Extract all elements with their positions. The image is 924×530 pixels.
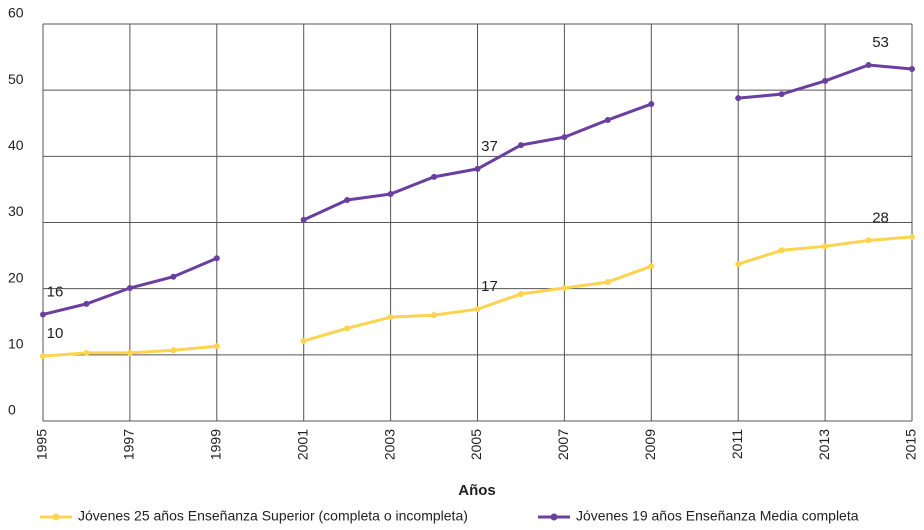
y-tick-label: 20 xyxy=(8,269,24,285)
point xyxy=(474,306,481,313)
point xyxy=(126,349,133,356)
point xyxy=(213,343,220,350)
legend-swatch-dot xyxy=(550,513,558,521)
point xyxy=(865,237,872,244)
legend-label: Jóvenes 19 años Enseñanza Media completa xyxy=(576,508,859,524)
point xyxy=(431,312,438,319)
point xyxy=(213,255,220,262)
x-tick-label: 2011 xyxy=(729,429,745,459)
annotation: 16 xyxy=(47,283,64,300)
point xyxy=(778,91,785,98)
x-tick-label: 2001 xyxy=(294,429,310,460)
point xyxy=(517,142,524,149)
point xyxy=(83,300,90,307)
x-tick-label: 2005 xyxy=(468,429,484,460)
y-tick-label: 10 xyxy=(8,336,24,352)
point xyxy=(83,349,90,356)
point xyxy=(865,62,872,69)
legend-label: Jóvenes 25 años Enseñanza Superior (comp… xyxy=(78,508,468,524)
x-tick-label: 2003 xyxy=(381,429,397,460)
x-tick-label: 2015 xyxy=(903,429,919,460)
point xyxy=(170,273,177,280)
x-tick-label: 1995 xyxy=(34,429,50,460)
point xyxy=(648,263,655,270)
point xyxy=(561,285,568,292)
x-tick-label: 2009 xyxy=(642,429,658,460)
point xyxy=(822,243,829,250)
point xyxy=(735,95,742,102)
point xyxy=(300,216,307,223)
y-tick-label: 30 xyxy=(8,203,24,219)
point xyxy=(604,116,611,123)
annotation: 53 xyxy=(872,34,889,51)
point xyxy=(387,314,394,321)
point xyxy=(648,101,655,108)
x-tick-label: 1999 xyxy=(208,429,224,460)
y-tick-label: 40 xyxy=(8,137,24,153)
x-tick-label: 2013 xyxy=(816,429,832,460)
point xyxy=(170,347,177,354)
annotation: 17 xyxy=(481,278,498,295)
point xyxy=(40,353,46,360)
y-tick-label: 50 xyxy=(8,71,24,87)
y-tick-label: 60 xyxy=(8,5,24,21)
point xyxy=(300,337,307,344)
point xyxy=(387,191,394,198)
point xyxy=(909,65,915,72)
x-tick-label: 2007 xyxy=(555,429,571,460)
point xyxy=(561,134,568,141)
point xyxy=(822,77,829,84)
annotation: 10 xyxy=(47,325,64,342)
point xyxy=(909,234,915,241)
y-tick-label: 0 xyxy=(8,402,16,418)
point xyxy=(604,279,611,286)
point xyxy=(126,285,133,292)
point xyxy=(344,325,351,332)
point xyxy=(778,247,785,254)
annotation: 37 xyxy=(481,138,498,155)
point xyxy=(431,173,438,180)
point xyxy=(517,290,524,297)
legend-swatch-dot xyxy=(52,513,60,521)
point xyxy=(40,311,46,318)
x-tick-label: 1997 xyxy=(121,429,137,460)
annotation: 28 xyxy=(872,209,889,226)
point xyxy=(474,165,481,172)
point xyxy=(344,197,351,204)
point xyxy=(735,261,742,268)
x-axis-label: Años xyxy=(458,482,496,499)
